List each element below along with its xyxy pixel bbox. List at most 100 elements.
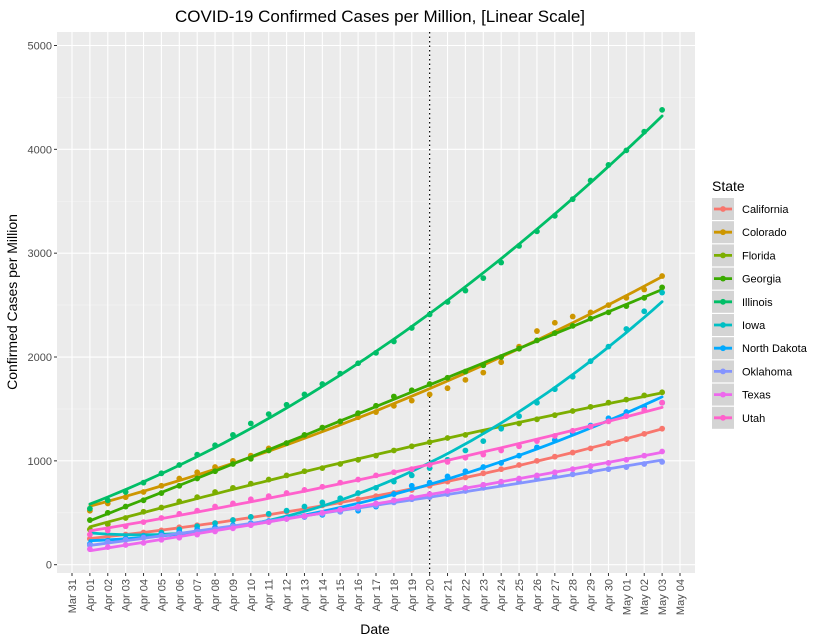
- point-utah: [355, 476, 362, 483]
- point-georgia: [480, 362, 487, 369]
- point-oklahoma: [641, 461, 648, 467]
- x-tick-label: May 03: [657, 579, 669, 615]
- point-utah: [605, 418, 612, 425]
- point-florida: [623, 396, 630, 403]
- legend-label-north-dakota: North Dakota: [742, 343, 808, 355]
- y-axis-title: Confirmed Cases per Million: [4, 214, 20, 390]
- point-iowa: [337, 495, 344, 502]
- x-tick-label: Apr 16: [353, 579, 365, 611]
- y-tick-label: 2000: [28, 352, 52, 364]
- x-tick-label: Apr 14: [317, 579, 329, 611]
- x-tick-label: Apr 09: [228, 579, 240, 611]
- point-utah: [426, 462, 433, 468]
- point-illinois: [551, 212, 558, 219]
- point-texas: [212, 528, 218, 535]
- legend-label-iowa: Iowa: [742, 320, 766, 332]
- point-georgia: [247, 455, 254, 462]
- x-tick-label: Apr 10: [246, 579, 258, 611]
- point-california: [569, 449, 576, 456]
- legend-label-colorado: Colorado: [742, 227, 787, 239]
- point-colorado: [176, 475, 183, 482]
- point-texas: [158, 536, 165, 543]
- point-texas: [265, 519, 272, 526]
- point-oklahoma: [569, 471, 576, 478]
- x-tick-label: Apr 22: [460, 579, 472, 611]
- point-florida: [605, 399, 612, 406]
- point-colorado: [140, 489, 147, 495]
- legend-label-utah: Utah: [742, 413, 765, 425]
- point-texas: [408, 494, 415, 501]
- point-florida: [122, 515, 129, 521]
- point-illinois: [337, 370, 344, 377]
- point-colorado: [659, 273, 666, 279]
- point-california: [641, 430, 648, 437]
- point-utah: [587, 423, 594, 430]
- point-utah: [480, 451, 487, 458]
- point-north-dakota: [444, 473, 451, 480]
- x-tick-label: May 02: [639, 579, 651, 615]
- point-utah: [444, 458, 451, 465]
- point-oklahoma: [104, 538, 111, 545]
- legend-point-colorado: [720, 229, 726, 236]
- point-iowa: [534, 399, 540, 406]
- point-texas: [498, 478, 505, 485]
- point-utah: [265, 493, 272, 500]
- point-florida: [265, 476, 272, 483]
- y-axis: 0 1000 2000 3000 4000 5000: [28, 40, 57, 572]
- point-georgia: [104, 509, 111, 516]
- point-georgia: [569, 322, 576, 329]
- point-florida: [140, 508, 147, 515]
- legend-point-florida: [720, 252, 726, 259]
- point-texas: [623, 456, 630, 463]
- point-florida: [444, 435, 451, 441]
- point-georgia: [623, 303, 630, 310]
- point-texas: [426, 491, 433, 497]
- point-georgia: [516, 345, 522, 352]
- point-illinois: [587, 177, 594, 184]
- legend-point-georgia: [720, 275, 726, 282]
- point-georgia: [498, 354, 505, 360]
- point-florida: [462, 431, 469, 438]
- point-utah: [247, 496, 254, 503]
- legend-point-illinois: [720, 298, 726, 305]
- point-colorado: [212, 464, 218, 470]
- point-colorado: [373, 409, 379, 415]
- x-tick-label: Apr 21: [443, 579, 455, 611]
- point-north-dakota: [551, 437, 558, 443]
- x-tick-label: Apr 26: [532, 579, 544, 611]
- point-utah: [516, 443, 522, 450]
- point-illinois: [176, 462, 183, 468]
- point-florida: [516, 420, 522, 427]
- point-utah: [373, 472, 379, 479]
- point-colorado: [623, 294, 630, 301]
- point-texas: [140, 539, 147, 546]
- point-florida: [230, 484, 236, 491]
- point-texas: [247, 522, 254, 529]
- point-georgia: [122, 503, 129, 510]
- point-california: [587, 445, 594, 452]
- point-colorado: [390, 402, 397, 409]
- point-texas: [283, 516, 290, 522]
- point-colorado: [534, 328, 540, 334]
- point-colorado: [426, 391, 433, 398]
- point-florida: [426, 439, 433, 446]
- point-oklahoma: [158, 532, 165, 539]
- point-illinois: [247, 420, 254, 427]
- point-georgia: [301, 431, 308, 438]
- x-tick-label: Apr 20: [425, 579, 437, 611]
- x-tick-label: Apr 17: [371, 579, 383, 611]
- point-georgia: [587, 315, 594, 322]
- point-utah: [462, 454, 469, 461]
- x-tick-label: Apr 02: [103, 579, 115, 611]
- point-illinois: [623, 147, 630, 154]
- point-texas: [355, 503, 362, 510]
- point-oklahoma: [605, 466, 612, 473]
- legend-label-oklahoma: Oklahoma: [742, 366, 793, 378]
- x-tick-label: Apr 28: [568, 579, 580, 611]
- point-colorado: [194, 469, 201, 476]
- point-iowa: [498, 425, 505, 432]
- point-utah: [212, 503, 218, 510]
- point-california: [498, 466, 505, 473]
- point-georgia: [373, 402, 379, 409]
- legend-title: State: [712, 178, 745, 194]
